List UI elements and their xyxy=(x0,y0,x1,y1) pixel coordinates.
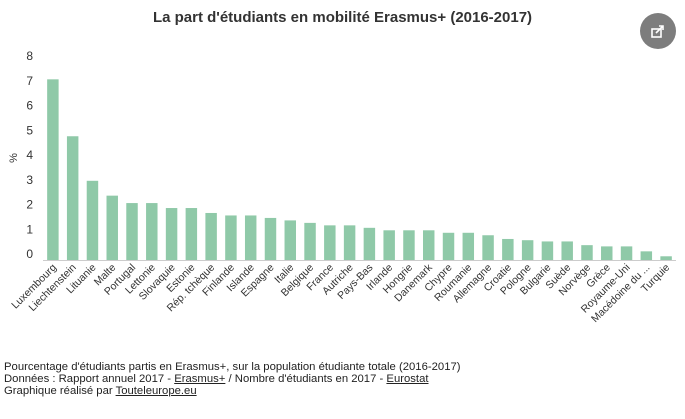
bar xyxy=(502,238,514,260)
bar xyxy=(601,246,613,260)
footer-sources-mid: / Nombre d'étudiants en 2017 - xyxy=(225,373,387,385)
bar xyxy=(442,232,455,260)
y-axis: 0 1 2 3 4 5 6 7 8 xyxy=(26,49,33,261)
footer-description: Pourcentage d'étudiants partis en Erasmu… xyxy=(4,361,461,373)
bar xyxy=(660,256,672,260)
bar xyxy=(304,222,316,261)
touteleurope-link[interactable]: Touteleurope.eu xyxy=(115,385,197,397)
bar xyxy=(640,251,653,260)
share-button[interactable] xyxy=(640,13,676,49)
bar-chart: 0 1 2 3 4 5 6 7 8 LuxembourgLiechtensteinLituani… xyxy=(8,49,676,325)
bar xyxy=(403,230,415,260)
bar xyxy=(620,246,633,260)
y-tick-label: 5 xyxy=(26,123,33,137)
bar xyxy=(561,241,573,260)
footer-credit-prefix: Graphique réalisé par xyxy=(4,385,116,397)
bar xyxy=(47,79,59,260)
y-tick-label: 0 xyxy=(26,247,33,261)
y-tick-label: 2 xyxy=(26,198,33,212)
bar xyxy=(126,203,138,260)
x-axis-labels: LuxembourgLiechtensteinLituanieMaltePort… xyxy=(9,261,672,325)
eurostat-link[interactable]: Eurostat xyxy=(386,373,429,385)
bars-group xyxy=(47,79,672,261)
share-icon xyxy=(651,25,664,38)
bar xyxy=(462,232,475,260)
footer-credit: Graphique réalisé par Touteleurope.eu xyxy=(4,385,461,397)
bar xyxy=(324,225,336,260)
bar xyxy=(86,180,99,260)
bar xyxy=(185,208,198,260)
y-tick-label: 6 xyxy=(26,99,33,113)
erasmus-link[interactable]: Erasmus+ xyxy=(174,373,226,385)
bar xyxy=(106,195,118,260)
bar xyxy=(225,215,237,260)
chart-footer: Pourcentage d'étudiants partis en Erasmu… xyxy=(4,361,461,397)
chart-title: La part d'étudiants en mobilité Erasmus+… xyxy=(152,9,533,26)
bar xyxy=(66,136,79,260)
y-tick-label: 8 xyxy=(26,49,33,63)
y-tick-label: 1 xyxy=(26,222,33,236)
footer-sources-prefix: Données : Rapport annuel 2017 - xyxy=(4,373,175,385)
bar xyxy=(244,215,257,260)
bar xyxy=(165,208,178,260)
bar xyxy=(284,220,296,260)
bar xyxy=(363,227,376,260)
y-tick-label: 4 xyxy=(26,148,33,162)
bar xyxy=(146,203,158,260)
y-tick-label: 7 xyxy=(26,74,33,88)
bar xyxy=(383,230,395,260)
bar xyxy=(205,212,217,260)
bar xyxy=(264,217,277,260)
footer-sources: Données : Rapport annuel 2017 - Erasmus+… xyxy=(4,373,461,385)
bar xyxy=(541,241,554,260)
y-axis-title: % xyxy=(8,153,20,163)
bar xyxy=(521,240,534,260)
bar xyxy=(423,230,435,260)
bar xyxy=(482,235,494,260)
y-tick-label: 3 xyxy=(26,173,33,187)
bar xyxy=(581,245,593,260)
bar xyxy=(343,225,356,260)
